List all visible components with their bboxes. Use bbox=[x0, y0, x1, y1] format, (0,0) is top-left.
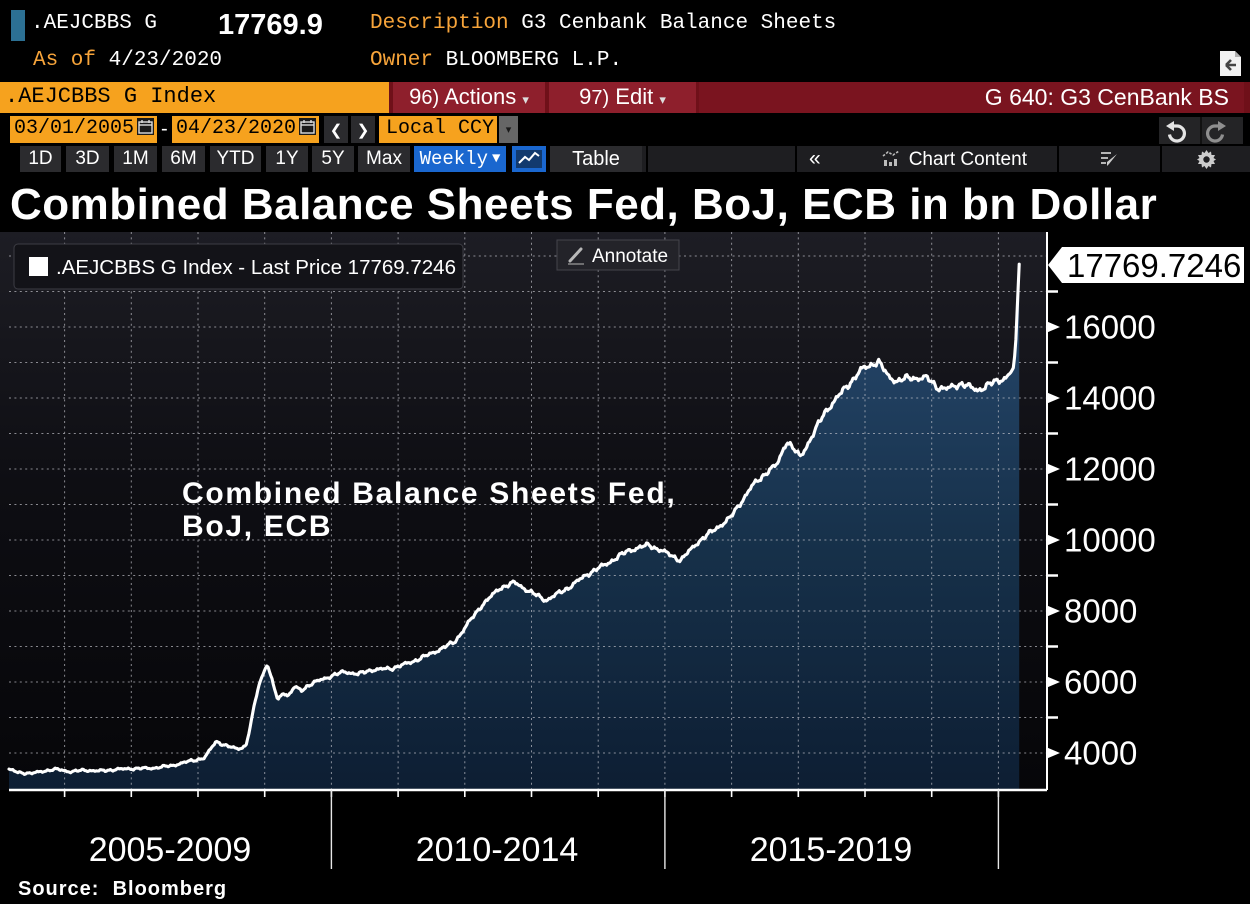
svg-text:14000: 14000 bbox=[1064, 380, 1156, 417]
svg-text:.AEJCBBS G Index - Last Price: .AEJCBBS G Index - Last Price 17769.7246 bbox=[56, 256, 456, 279]
svg-text:10000: 10000 bbox=[1064, 522, 1156, 559]
svg-text:2015-2019: 2015-2019 bbox=[750, 831, 913, 869]
svg-text:12000: 12000 bbox=[1064, 451, 1156, 488]
svg-text:17769.7246: 17769.7246 bbox=[1067, 247, 1241, 284]
svg-text:BoJ, ECB: BoJ, ECB bbox=[182, 510, 332, 543]
svg-text:Combined Balance Sheets Fed,: Combined Balance Sheets Fed, bbox=[182, 477, 676, 510]
svg-text:2010-2014: 2010-2014 bbox=[416, 831, 579, 869]
svg-text:2005-2009: 2005-2009 bbox=[89, 831, 252, 869]
svg-text:Annotate: Annotate bbox=[592, 246, 668, 267]
svg-text:8000: 8000 bbox=[1064, 593, 1137, 630]
svg-text:4000: 4000 bbox=[1064, 735, 1137, 772]
svg-text:Source: Bloomberg: Source: Bloomberg bbox=[18, 878, 227, 900]
svg-text:6000: 6000 bbox=[1064, 664, 1137, 701]
svg-text:16000: 16000 bbox=[1064, 309, 1156, 346]
